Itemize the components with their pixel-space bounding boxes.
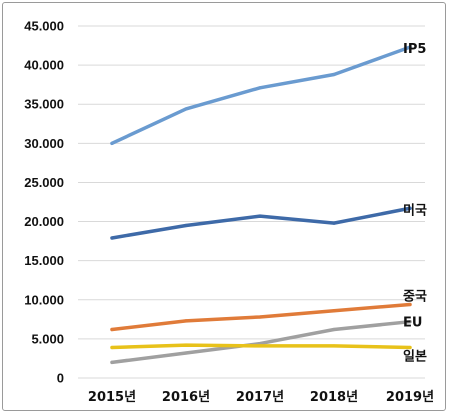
y-axis: 0 5.000 10.000 15.000 20.000 25.000 30.000 35.0…	[24, 19, 64, 386]
data-point	[184, 351, 188, 355]
y-tick-label: 0	[57, 371, 64, 386]
x-tick-label: 2016년	[162, 390, 210, 405]
series-layer	[110, 45, 412, 365]
data-point	[408, 345, 412, 350]
data-point	[258, 214, 262, 218]
data-point	[332, 327, 336, 332]
data-point	[332, 72, 336, 77]
y-tick-label: 35.000	[24, 97, 64, 112]
data-point	[184, 343, 188, 347]
series-label: EU	[403, 316, 422, 331]
data-point	[332, 221, 336, 225]
x-tick-label: 2015년	[88, 390, 136, 405]
data-point	[184, 319, 188, 323]
x-tick-label: 2017년	[236, 390, 284, 405]
data-point	[110, 141, 114, 145]
series-label: 중국	[403, 289, 427, 304]
y-tick-label: 40.000	[24, 58, 64, 73]
data-point	[332, 309, 336, 313]
data-point	[258, 344, 262, 348]
y-tick-label: 30.000	[24, 136, 64, 151]
x-axis: 2015년 2016년 2017년 2018년 2019년	[88, 390, 434, 405]
x-tick-label: 2019년	[386, 390, 434, 405]
y-tick-label: 5.000	[31, 331, 64, 346]
data-point	[184, 107, 188, 111]
grid-layer	[78, 25, 425, 379]
data-point	[258, 86, 262, 90]
y-tick-label: 25.000	[24, 175, 64, 190]
data-point	[408, 320, 412, 324]
y-tick-label: 45.000	[24, 19, 64, 34]
series-label: 일본	[403, 349, 427, 364]
series-line	[110, 319, 412, 365]
data-point	[332, 344, 336, 348]
data-point	[258, 315, 262, 319]
data-point	[184, 223, 188, 228]
data-point	[110, 360, 114, 364]
y-tick-label: 10.000	[24, 292, 64, 307]
y-tick-label: 15.000	[24, 253, 64, 268]
series-label: IP5	[403, 42, 426, 57]
x-tick-label: 2018년	[310, 390, 358, 405]
data-point	[110, 236, 114, 240]
series-line	[110, 206, 412, 240]
data-point	[408, 45, 412, 49]
y-tick-label: 20.000	[24, 214, 64, 229]
chart-frame	[2, 2, 446, 411]
data-point	[408, 302, 412, 307]
data-point	[110, 345, 114, 350]
data-point	[408, 206, 412, 210]
data-point	[110, 327, 114, 332]
series-label: 미국	[403, 202, 427, 218]
series-line	[110, 45, 412, 146]
